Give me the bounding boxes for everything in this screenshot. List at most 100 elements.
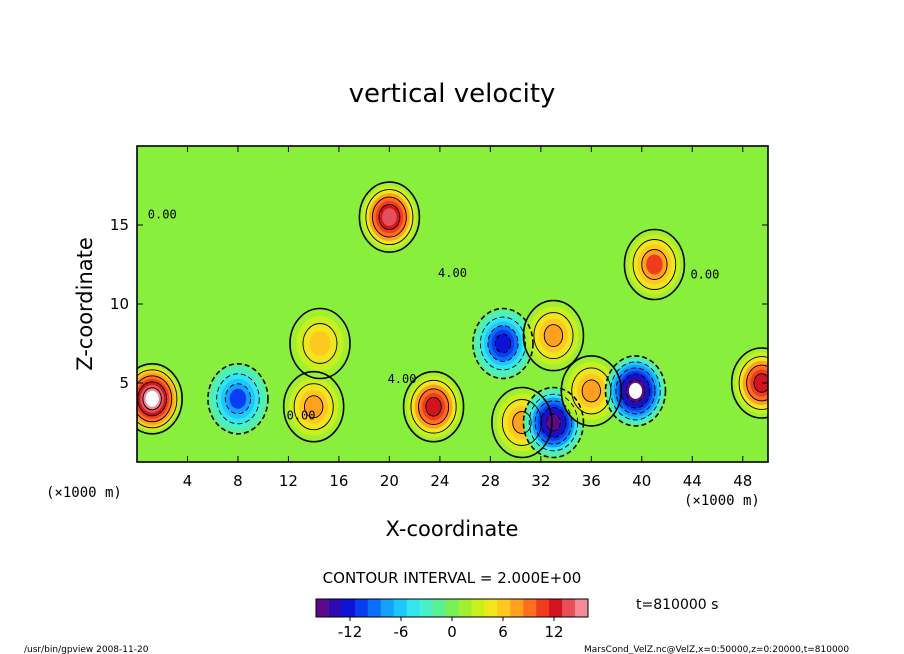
contour-line [207,362,269,435]
colorbar-tick: 12 [544,617,564,641]
contour-line [425,396,442,417]
field-level [544,324,563,347]
colorbar-swatch [523,599,537,617]
field-feature [359,182,420,253]
field-level [304,395,323,418]
contour-line [512,411,532,434]
colorbar-swatch [354,599,369,617]
colorbar-swatch [406,599,421,617]
contour-line [546,413,561,432]
x-tick: 32 [531,146,550,490]
contour-line [501,399,542,446]
contour-line [543,324,564,348]
contour-label: 0.00 [287,408,316,422]
colorbar-swatch [549,599,563,617]
field-feature [283,371,344,442]
contour-line [581,379,601,403]
field-level [382,208,397,226]
x-tick-label: 8 [233,472,243,490]
contour-line [479,316,527,371]
contour-line [522,299,585,372]
field-level [628,382,643,399]
contour-line [610,361,661,421]
y-tick-label: 5 [119,374,129,392]
time-label: t=810000 s [636,597,718,613]
colorbar-swatch [445,599,459,617]
footer-right: MarsCond_VelZ.nc@VelZ,x=0:50000,z=0:2000… [584,645,849,654]
contour-line [494,333,512,354]
x-axis: 4 8 12 16 20 24 28 32 36 40 44 48 [183,146,752,490]
contour-line [534,400,573,445]
colorbar-swatch [328,599,343,617]
x-tick-label: 4 [183,472,193,490]
x-tick: 12 [279,146,298,490]
field-feature [472,308,533,379]
field-level [582,379,601,402]
contour-line [615,367,656,415]
field-feature [403,371,464,442]
colorbar-tick: 0 [447,617,457,641]
colorbar-tick-label: -12 [338,623,363,641]
field-level [309,331,331,356]
colorbar-swatches [316,599,589,617]
x-tick-label: 40 [632,472,651,490]
field-level [753,373,768,393]
colorbar-swatch [316,599,330,617]
colorbar-swatch [575,599,589,617]
contour-line [410,379,457,434]
contour-label: 0.00 [148,208,177,222]
colorbar-tick-label: 12 [544,623,563,641]
x-units-right: (×1000 m) [684,493,760,509]
colorbar-swatch [341,599,356,617]
field-level [495,334,511,353]
x-tick: 24 [430,146,449,490]
contour-line [625,379,646,403]
contour-line [289,307,351,380]
x-tick: 4 [183,146,193,490]
contour-line [753,373,768,393]
contour-line [224,383,252,415]
contour-line [746,364,768,402]
plot-area: 0.004.000.004.00 0.00 4 8 12 16 20 24 28 32 36 40 4… [110,145,769,490]
y-tick: 15 [110,216,768,234]
x-tick: 44 [683,146,702,490]
contour-line [371,196,407,238]
colorbar-tick: -6 [394,617,408,641]
contour-label: 0.00 [690,268,719,282]
contour-line [137,369,178,429]
field-level [229,388,247,409]
x-tick: 8 [233,146,243,490]
contour-line [604,355,667,427]
contour-line [142,387,162,411]
contour-line [491,386,553,459]
contour-label: 4.00 [388,372,417,386]
footer-left: /usr/bin/gpview 2008-11-20 [24,645,149,654]
contour-line [487,325,519,362]
y-tick-label: 10 [110,295,129,313]
x-tick: 36 [582,146,601,490]
colorbar-swatch [484,599,498,617]
field-level [546,414,561,431]
contour-line [620,373,651,409]
colorbar-tick-label: 6 [498,623,508,641]
x-tick-label: 28 [481,472,500,490]
colorbar-tick: 6 [498,617,508,641]
field-level [646,254,663,275]
contour-line [216,373,260,425]
x-tick-label: 16 [329,472,348,490]
contour-line [641,249,668,280]
y-tick: 10 [110,295,768,313]
x-tick: 20 [380,146,399,490]
y-tick-label: 15 [110,216,129,234]
colorbar-swatch [458,599,472,617]
contour-line [358,181,421,253]
contour-label: 4.00 [438,266,467,280]
y-axis-label: Z-coordinate [73,237,97,371]
chart-title: vertical velocity [349,79,556,109]
contour-line [472,307,534,380]
colorbar-swatch [367,599,382,617]
x-tick-label: 48 [733,472,752,490]
x-tick: 28 [481,146,500,490]
colorbar-tick-label: 0 [447,623,457,641]
field-feature [289,308,350,379]
